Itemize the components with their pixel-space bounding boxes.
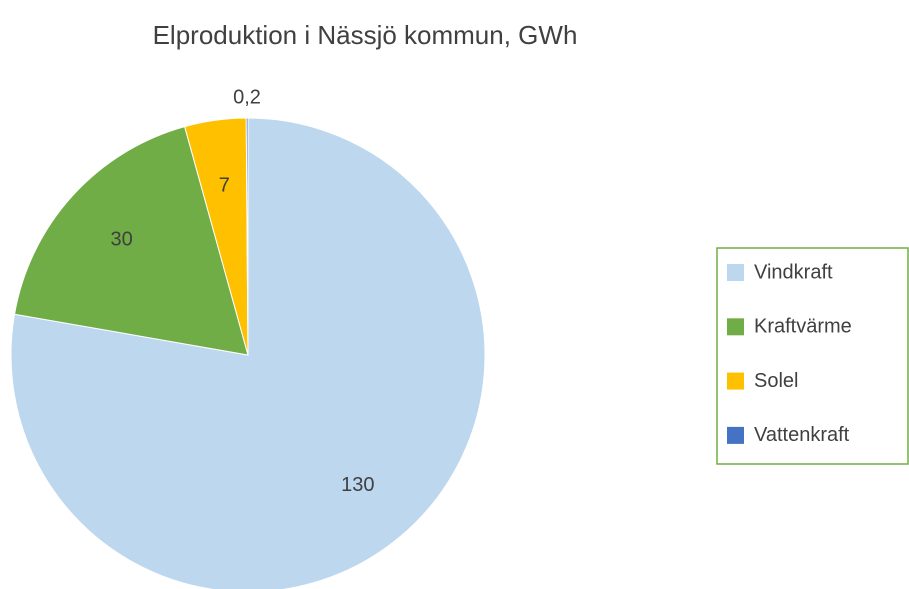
pie-slice: [245, 117, 249, 356]
pie-slice: [13, 126, 249, 356]
legend-label: Vattenkraft: [754, 424, 850, 446]
legend-swatch: [727, 426, 744, 444]
legend-label: Solel: [754, 370, 798, 392]
data-label: 0,2: [233, 86, 261, 108]
legend-swatch: [727, 372, 744, 390]
legend-label: Kraftvärme: [754, 316, 852, 338]
legend-swatch: [727, 264, 744, 281]
data-label: 130: [341, 474, 374, 496]
pie-slice: [10, 117, 486, 589]
chart-title: Elproduktion i Nässjö kommun, GWh: [153, 20, 578, 50]
data-label: 30: [110, 229, 132, 251]
data-label: 7: [219, 174, 230, 196]
legend-swatch: [727, 318, 744, 336]
legend-label: Vindkraft: [754, 261, 833, 283]
legend-box: [716, 247, 909, 465]
